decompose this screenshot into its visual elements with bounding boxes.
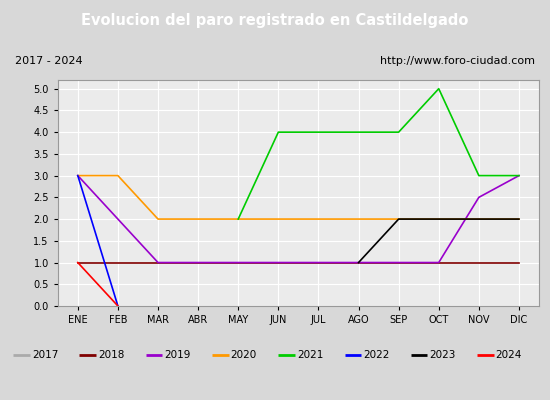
Text: 2017 - 2024: 2017 - 2024: [15, 56, 83, 66]
Text: 2023: 2023: [430, 350, 456, 360]
Text: 2018: 2018: [98, 350, 124, 360]
Text: 2020: 2020: [230, 350, 257, 360]
Text: 2024: 2024: [496, 350, 522, 360]
Text: http://www.foro-ciudad.com: http://www.foro-ciudad.com: [380, 56, 535, 66]
Text: 2019: 2019: [164, 350, 191, 360]
Text: Evolucion del paro registrado en Castildelgado: Evolucion del paro registrado en Castild…: [81, 14, 469, 28]
Text: 2017: 2017: [32, 350, 58, 360]
Text: 2021: 2021: [297, 350, 323, 360]
Text: 2022: 2022: [363, 350, 389, 360]
